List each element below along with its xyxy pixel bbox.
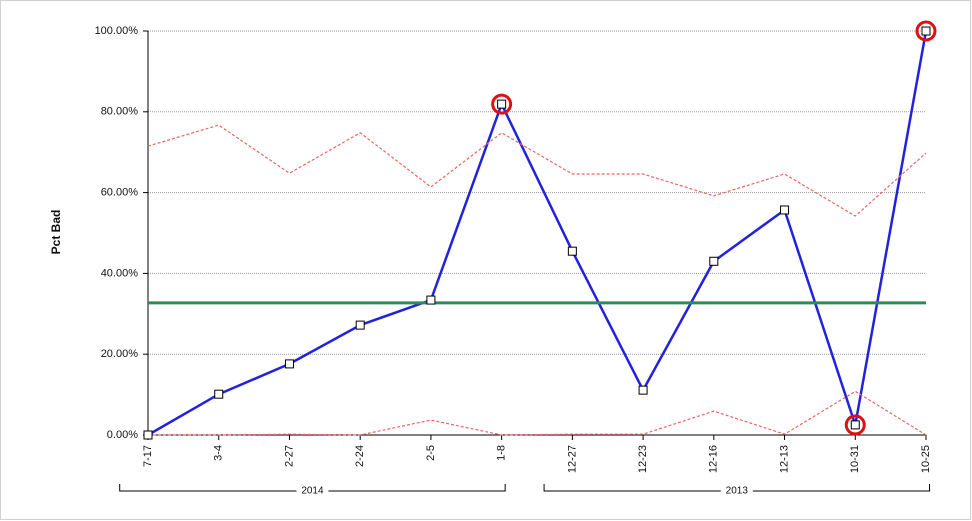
point-marker (355, 320, 365, 330)
series-line (147, 124, 927, 217)
y-tick-label: 20.00% (101, 348, 139, 360)
point-marker (143, 430, 153, 440)
x-tick-label: 2-5 (425, 445, 437, 461)
y-axis-label: Pct Bad (49, 210, 63, 255)
x-tick-label: 10-25 (920, 445, 932, 473)
out-of-control (491, 93, 513, 115)
point-marker (638, 385, 648, 395)
x-tick-label: 1-8 (496, 445, 508, 461)
x-tick-label: 10-31 (849, 445, 861, 473)
x-tick-label: 12-23 (637, 445, 649, 473)
y-tick-label: 100.00% (95, 25, 139, 37)
point-marker (850, 420, 860, 430)
point-marker (567, 246, 577, 256)
point-marker (284, 359, 294, 369)
out-of-control (844, 414, 866, 436)
group-label-bg (296, 485, 329, 497)
x-tick-label: 2-27 (283, 445, 295, 467)
point-marker (709, 256, 719, 266)
point-marker (497, 99, 507, 109)
point-marker (214, 389, 224, 399)
x-tick-label: 2-24 (354, 445, 366, 467)
point-marker (780, 205, 790, 215)
y-tick-label: 80.00% (101, 106, 139, 118)
group-label-bg (720, 485, 753, 497)
x-tick-label: 3-4 (213, 445, 225, 461)
y-tick-label: 40.00% (101, 267, 139, 279)
group-label: 2013 (726, 486, 749, 497)
point-marker (426, 295, 436, 305)
x-tick-label: 12-27 (566, 445, 578, 473)
x-tick-label: 12-16 (708, 445, 720, 473)
x-tick-label: 7-17 (142, 445, 154, 467)
y-tick-label: 60.00% (101, 187, 139, 199)
series-line (148, 390, 927, 436)
series-line (147, 30, 928, 437)
group-label: 2014 (301, 486, 324, 497)
y-tick-label: 0.00% (107, 429, 138, 441)
x-tick-label: 12-13 (778, 445, 790, 473)
point-marker (921, 26, 931, 36)
out-of-control (915, 20, 937, 42)
